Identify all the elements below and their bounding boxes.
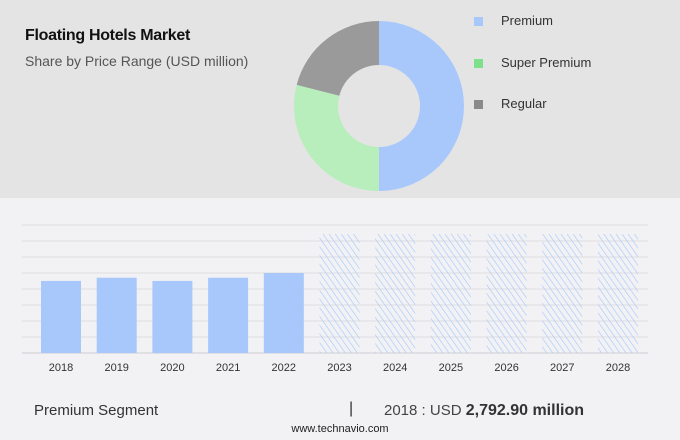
x-tick-label: 2021 [216, 362, 240, 374]
chart-subtitle: Share by Price Range (USD million) [25, 53, 249, 69]
x-tick-label: 2018 [49, 362, 73, 374]
x-tick-label: 2024 [383, 362, 407, 374]
donut-slice-premium [379, 21, 464, 191]
separator: | [349, 400, 354, 417]
forecast-bar-2023 [319, 234, 360, 353]
donut-slice-super-premium [294, 84, 379, 191]
legend-label: Premium [501, 13, 554, 28]
bar-2020 [152, 280, 193, 353]
legend-item-regular: Regular [474, 96, 547, 111]
bar-2018 [41, 280, 81, 353]
segment-label: Premium Segment [34, 402, 159, 419]
x-axis-ticks: 2018 2019 2020 2021 2022 2023 2024 2025 2026 2027… [49, 362, 630, 374]
forecast-bar-2024 [375, 234, 416, 353]
donut-slice-regular [296, 21, 379, 96]
x-tick-label: 2022 [272, 362, 296, 374]
segment-value: 2018 : USD 2,792.90 million [384, 402, 584, 420]
legend-item-super-premium: Super Premium [474, 55, 591, 70]
x-tick-label: 2019 [104, 362, 128, 374]
bars [41, 234, 638, 353]
x-tick-label: 2025 [439, 362, 463, 374]
x-tick-label: 2020 [160, 362, 184, 374]
source-url: www.technavio.com [291, 423, 389, 435]
x-tick-label: 2026 [494, 362, 518, 374]
legend-swatch [474, 100, 483, 110]
forecast-bar-2027 [542, 234, 583, 353]
legend-label: Regular [501, 96, 547, 111]
legend-item-premium: Premium [474, 13, 553, 28]
x-tick-label: 2028 [606, 362, 630, 374]
x-tick-label: 2027 [550, 362, 574, 374]
legend-label: Super Premium [501, 55, 592, 70]
x-tick-label: 2023 [327, 362, 351, 374]
legend-swatch [474, 17, 483, 27]
forecast-bar-2026 [486, 234, 527, 353]
donut-chart [294, 21, 464, 191]
value-prefix: 2018 : USD [384, 402, 462, 419]
legend-swatch [474, 59, 483, 69]
chart-title: Floating Hotels Market [25, 27, 190, 44]
forecast-bar-2025 [430, 234, 471, 353]
forecast-bar-2028 [598, 234, 638, 353]
bar-2022 [263, 273, 304, 353]
bar-2021 [208, 277, 249, 353]
bar-2019 [96, 277, 137, 353]
value-amount: 2,792.90 million [465, 402, 584, 419]
